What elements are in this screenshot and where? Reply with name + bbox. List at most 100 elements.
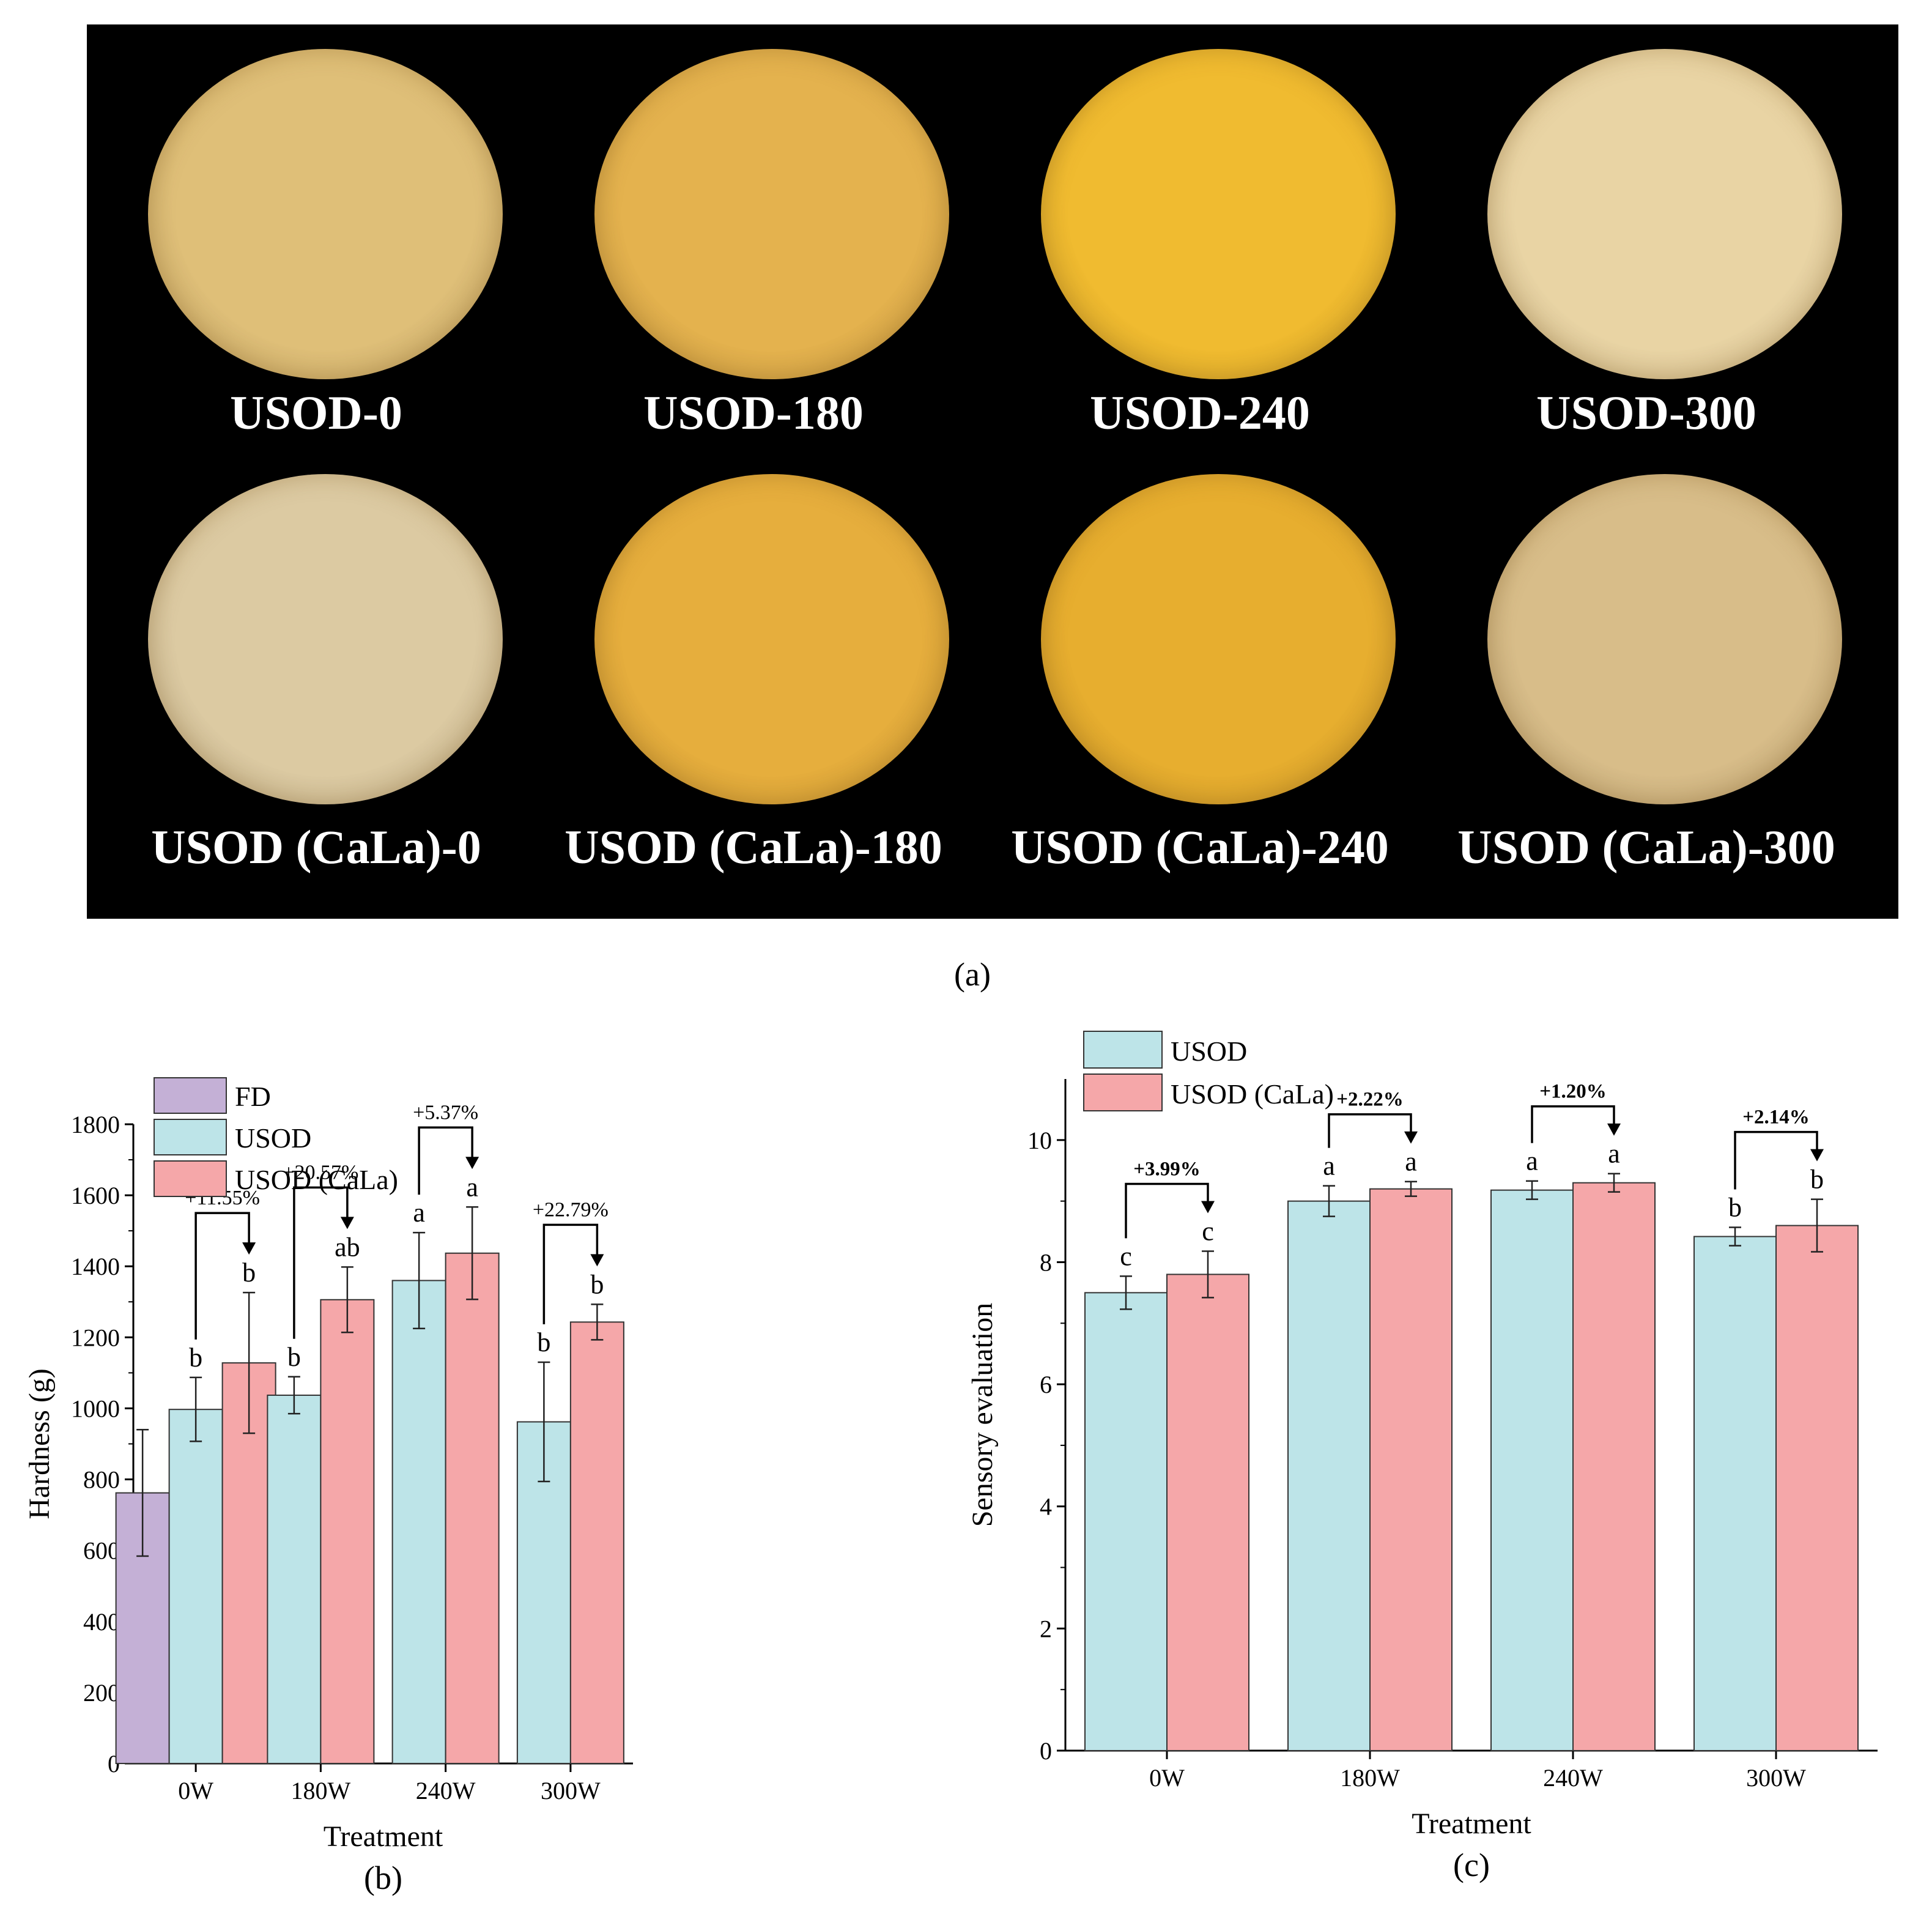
bar-2-1 (320, 1299, 375, 1764)
legend-swatch-2 (154, 1160, 227, 1197)
percent-change-label-2: +5.37% (413, 1101, 478, 1124)
significance-letter-2-3: b (590, 1269, 604, 1299)
percent-change-label-1: +2.22% (1336, 1089, 1404, 1111)
y-tick-label-8: 1600 (71, 1182, 120, 1209)
comparison-bracket-0 (194, 1212, 250, 1340)
comparison-bracket-3 (1734, 1130, 1818, 1190)
potato-slice-1 (148, 49, 503, 379)
slice-label-5: USOD (CaLa)-0 (151, 820, 481, 873)
significance-letter-1-2: a (1608, 1139, 1620, 1169)
percent-change-label-1: +20.57% (283, 1161, 358, 1184)
x-axis-title: Treatment (1412, 1808, 1531, 1840)
potato-slice-8 (1487, 474, 1842, 804)
bar-1-1 (267, 1394, 322, 1764)
x-axis-title: Treatment (324, 1820, 443, 1853)
legend-label-0: USOD (1171, 1036, 1247, 1067)
y-tick-label-3: 6 (1040, 1371, 1052, 1398)
bar-1-0 (168, 1409, 223, 1764)
significance-letter-1-3: b (1810, 1165, 1824, 1195)
y-axis-title: Hardness (g) (23, 1368, 56, 1519)
bar-0-1 (1287, 1200, 1371, 1751)
x-tick-label-2: 240W (416, 1777, 476, 1804)
bar-1-3 (1775, 1225, 1859, 1751)
slice-label-4: USOD-300 (1536, 386, 1756, 439)
comparison-arrow-0 (242, 1242, 256, 1255)
x-tick-label-3: 300W (541, 1777, 601, 1804)
sensory-chart: 0 2 4 6 8 10 0W 180W 240W 300W Treatment Sensory ev… (966, 1031, 1878, 1883)
bar-0-3 (1693, 1236, 1777, 1752)
x-tick-label-1: 180W (1340, 1764, 1400, 1792)
potato-slice-3 (1041, 49, 1396, 379)
comparison-arrow-3 (1810, 1149, 1824, 1162)
y-tick-label-7: 1400 (71, 1253, 120, 1280)
slice-label-3: USOD-240 (1090, 386, 1310, 439)
slice-label-8: USOD (CaLa)-300 (1457, 820, 1835, 873)
comparison-bracket-1 (293, 1186, 349, 1339)
percent-change-label-3: +22.79% (533, 1198, 609, 1221)
y-tick-label-5: 1000 (71, 1395, 120, 1422)
comparison-arrow-3 (590, 1254, 604, 1267)
comparison-bracket-3 (542, 1223, 599, 1324)
y-tick-label-1: 200 (83, 1679, 120, 1707)
potato-slice-2 (594, 49, 949, 379)
comparison-arrow-1 (340, 1217, 354, 1229)
y-tick-label-5: 10 (1027, 1127, 1052, 1154)
x-tick-label-2: 240W (1543, 1764, 1603, 1792)
comparison-bracket-1 (1328, 1113, 1412, 1148)
legend-swatch-0 (1083, 1031, 1163, 1069)
comparison-bracket-2 (418, 1126, 473, 1195)
bar-1-0 (1166, 1274, 1249, 1752)
x-tick-label-0: 0W (178, 1777, 213, 1804)
significance-letter-1-0: b (189, 1343, 202, 1373)
legend-label-2: USOD (CaLa) (235, 1164, 398, 1195)
legend-swatch-1 (154, 1119, 227, 1155)
significance-letter-2-1: ab (335, 1232, 360, 1262)
significance-letter-0-3: b (1728, 1193, 1742, 1223)
potato-slice-4 (1487, 49, 1842, 379)
legend-swatch-1 (1083, 1073, 1163, 1111)
bar-1-2 (391, 1280, 446, 1764)
comparison-bracket-2 (1531, 1105, 1615, 1143)
significance-letter-1-3: b (537, 1327, 550, 1357)
percent-change-label-3: +2.14% (1742, 1107, 1810, 1129)
slice-label-1: USOD-0 (230, 386, 402, 439)
y-tick-label-9: 1800 (71, 1111, 120, 1138)
bar-1-2 (1572, 1182, 1656, 1751)
significance-letter-1-0: c (1202, 1216, 1214, 1246)
panel-letter: (b) (364, 1860, 402, 1896)
legend-label-1: USOD (235, 1122, 311, 1154)
slice-label-6: USOD (CaLa)-180 (564, 820, 942, 873)
comparison-arrow-0 (1201, 1201, 1215, 1214)
comparison-arrow-2 (1607, 1123, 1621, 1136)
significance-letter-2-2: a (466, 1172, 478, 1202)
potato-slice-5 (148, 474, 503, 804)
significance-letter-0-1: a (1323, 1151, 1335, 1181)
significance-letter-0-0: c (1120, 1241, 1132, 1271)
y-tick-label-1: 2 (1040, 1615, 1052, 1642)
y-tick-label-4: 800 (83, 1466, 120, 1494)
bar-2-2 (445, 1252, 500, 1765)
slice-label-2: USOD-180 (643, 386, 864, 439)
percent-change-label-0: +3.99% (1133, 1158, 1201, 1180)
significance-letter-1-1: a (1405, 1147, 1417, 1177)
panel-letter-a: (a) (954, 956, 991, 993)
legend-label-0: FD (235, 1081, 271, 1112)
y-tick-label-2: 400 (83, 1608, 120, 1636)
comparison-bracket-0 (1125, 1182, 1209, 1239)
y-tick-label-4: 8 (1040, 1248, 1052, 1276)
y-tick-label-3: 600 (83, 1537, 120, 1565)
potato-slice-6 (594, 474, 949, 804)
significance-letter-2-0: b (242, 1258, 256, 1288)
slice-label-7: USOD (CaLa)-240 (1011, 820, 1389, 873)
comparison-arrow-1 (1404, 1131, 1418, 1144)
x-tick-label-0: 0W (1149, 1764, 1185, 1792)
significance-letter-1-1: b (287, 1342, 301, 1372)
y-tick-label-0: 0 (1040, 1737, 1052, 1765)
y-tick-label-2: 4 (1040, 1493, 1052, 1521)
y-axis-title: Sensory evaluation (966, 1303, 999, 1527)
significance-letter-1-2: a (413, 1198, 425, 1228)
bar-2-3 (569, 1321, 624, 1764)
bar-0-0 (1084, 1292, 1168, 1751)
y-tick-label-6: 1200 (71, 1324, 120, 1351)
